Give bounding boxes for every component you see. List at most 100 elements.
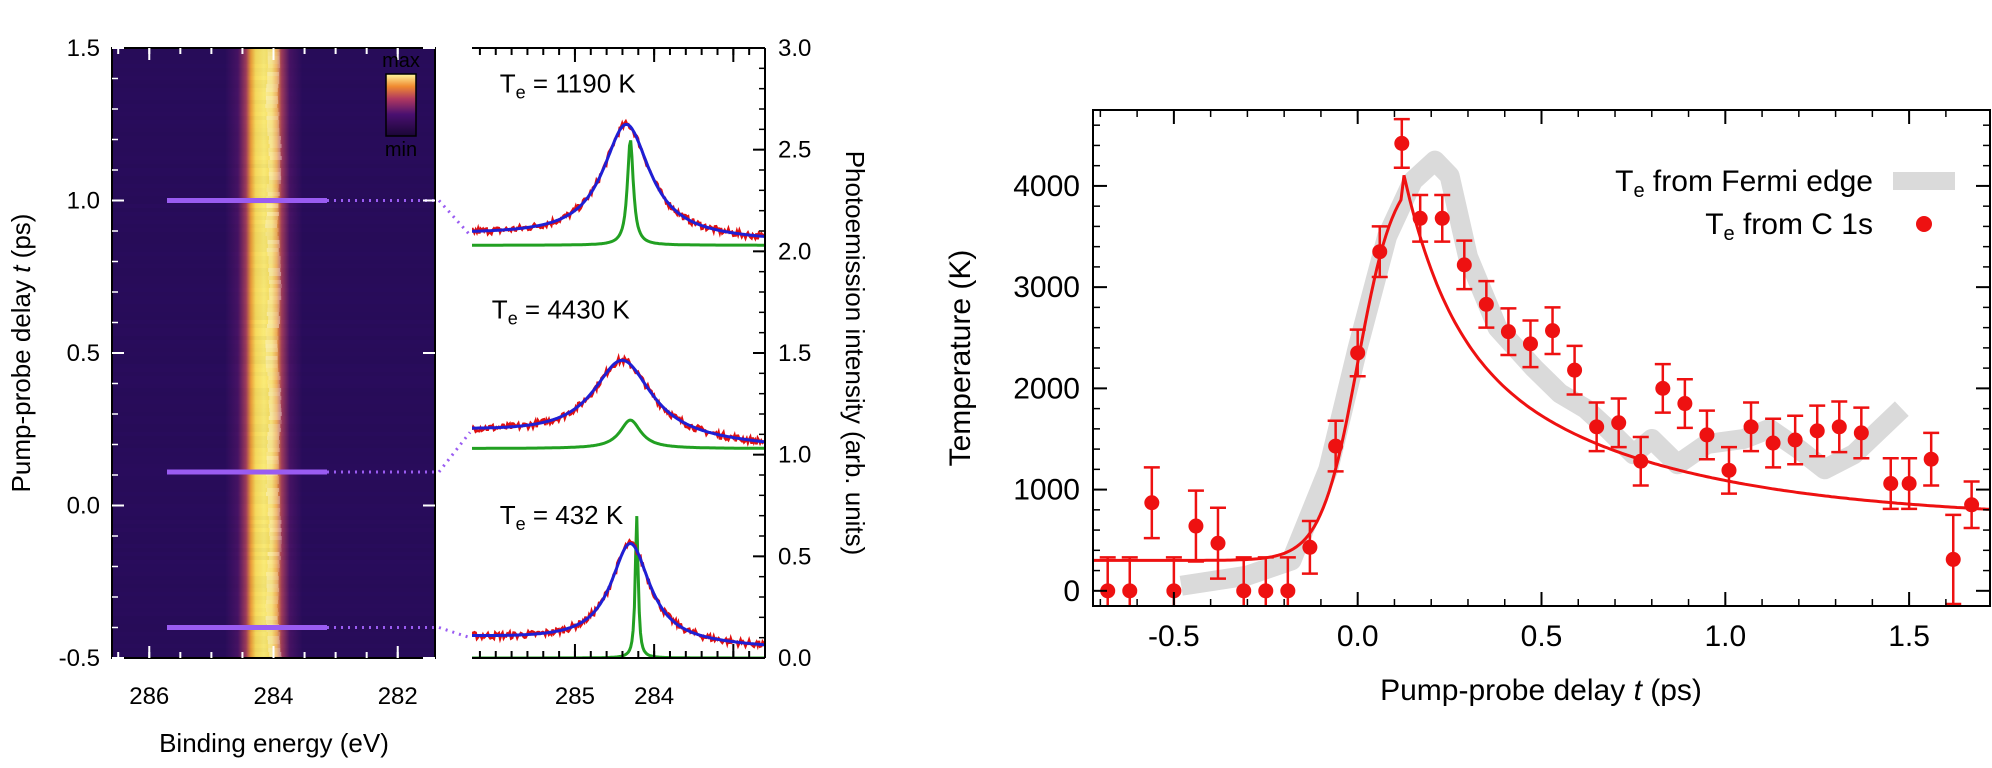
- colorbar-max-label: max: [382, 50, 420, 72]
- noise-row: [112, 176, 435, 180]
- spectra-panel: 285 284 0.0 0.5 1.0 1.5 2.0 2.5 3.0 Photoemissi…: [437, 35, 870, 710]
- peak-highlight: [267, 240, 280, 244]
- peak-highlight: [267, 640, 280, 644]
- noise-row: [112, 276, 435, 280]
- heatmap-y-ticks: -0.5 0.0 0.5 1.0 1.5: [59, 35, 435, 672]
- peak-highlight: [268, 64, 281, 68]
- peak-highlight: [266, 476, 279, 480]
- point-marker: [1412, 210, 1428, 226]
- data-point: [1371, 225, 1388, 279]
- peak-highlight: [267, 72, 280, 76]
- noise-row: [112, 536, 435, 540]
- y-tick-label: 1.5: [778, 340, 811, 367]
- noise-row: [112, 136, 435, 140]
- component-curve: [472, 418, 765, 450]
- peak-highlight: [268, 152, 281, 156]
- point-marker: [1589, 419, 1605, 435]
- temperature-annotation: Te = 1190 K: [500, 69, 637, 103]
- x-tick-label: 0.0: [1337, 620, 1379, 653]
- point-marker: [1721, 462, 1737, 478]
- data-point: [1327, 419, 1344, 473]
- point-marker: [1633, 453, 1649, 469]
- peak-highlight: [267, 308, 280, 312]
- y-tick-label: 3.0: [778, 35, 811, 62]
- peak-highlight: [265, 104, 278, 108]
- data-point: [1787, 414, 1804, 466]
- noise-row: [112, 516, 435, 520]
- peak-highlight: [266, 116, 279, 120]
- noise-row: [112, 488, 435, 492]
- y-tick-label: 0: [1063, 575, 1080, 608]
- point-marker: [1500, 324, 1516, 340]
- data-curve: [472, 118, 765, 242]
- peak-highlight: [265, 328, 278, 332]
- peak-highlight: [266, 188, 279, 192]
- peak-highlight: [266, 336, 279, 340]
- peak-highlight: [265, 356, 278, 360]
- data-point: [1143, 466, 1160, 540]
- peak-highlight: [267, 372, 280, 376]
- peak-highlight: [266, 452, 279, 456]
- noise-row: [112, 496, 435, 500]
- point-marker: [1677, 396, 1693, 412]
- peak-highlight: [269, 168, 282, 172]
- data-point: [1676, 378, 1693, 430]
- peak-highlight: [265, 616, 278, 620]
- peak-highlight: [268, 416, 281, 420]
- noise-row: [112, 396, 435, 400]
- peak-highlight: [266, 100, 279, 104]
- noise-row: [112, 308, 435, 312]
- point-marker: [1122, 583, 1138, 599]
- peak-highlight: [266, 368, 279, 372]
- peak-highlight: [268, 376, 281, 380]
- noise-row: [112, 484, 435, 488]
- noise-row: [112, 100, 435, 104]
- noise-row: [112, 444, 435, 448]
- point-marker: [1883, 476, 1899, 492]
- peak-highlight: [265, 220, 278, 224]
- peak-highlight: [265, 364, 278, 368]
- peak-highlight: [267, 500, 280, 504]
- cut-connectors: [437, 199, 472, 640]
- fit-curve: [472, 542, 765, 647]
- noise-row: [112, 616, 435, 620]
- peak-highlight: [267, 560, 280, 564]
- peak-highlight: [267, 444, 280, 448]
- data-curve: [472, 538, 765, 651]
- noise-row: [112, 440, 435, 444]
- peak-highlight: [267, 128, 280, 132]
- peak-highlight: [269, 420, 282, 424]
- data-point: [1434, 193, 1451, 243]
- peak-highlight: [268, 276, 281, 280]
- data-point: [1765, 417, 1782, 469]
- peak-highlight: [267, 60, 280, 64]
- peak-highlight: [266, 248, 279, 252]
- point-marker: [1280, 583, 1296, 599]
- noise-row: [112, 232, 435, 236]
- data-point: [1121, 556, 1138, 606]
- noise-row: [112, 244, 435, 248]
- peak-highlight: [268, 292, 281, 296]
- peak-highlight: [265, 96, 278, 100]
- data-point: [1882, 456, 1899, 511]
- peak-highlight: [265, 484, 278, 488]
- peak-highlight: [266, 236, 279, 240]
- peak-highlight: [267, 480, 280, 484]
- y-tick-label: 0.5: [778, 543, 811, 570]
- x-tick-label: -0.5: [1148, 620, 1200, 653]
- peak-highlight: [267, 552, 280, 556]
- peak-highlight: [269, 156, 282, 160]
- peak-highlight: [267, 320, 280, 324]
- peak-highlight: [267, 512, 280, 516]
- spectra-curves: [472, 118, 765, 658]
- noise-row: [112, 180, 435, 184]
- y-tick-label: 1.0: [778, 442, 811, 469]
- peak-highlight: [266, 228, 279, 232]
- data-point: [1301, 519, 1318, 575]
- heatmap-y-label: Pump-probe delay t (ps): [6, 214, 36, 493]
- peak-highlight: [267, 448, 280, 452]
- peak-highlight: [267, 380, 280, 384]
- point-marker: [1831, 419, 1847, 435]
- point-marker: [1328, 438, 1344, 454]
- peak-highlight: [266, 436, 279, 440]
